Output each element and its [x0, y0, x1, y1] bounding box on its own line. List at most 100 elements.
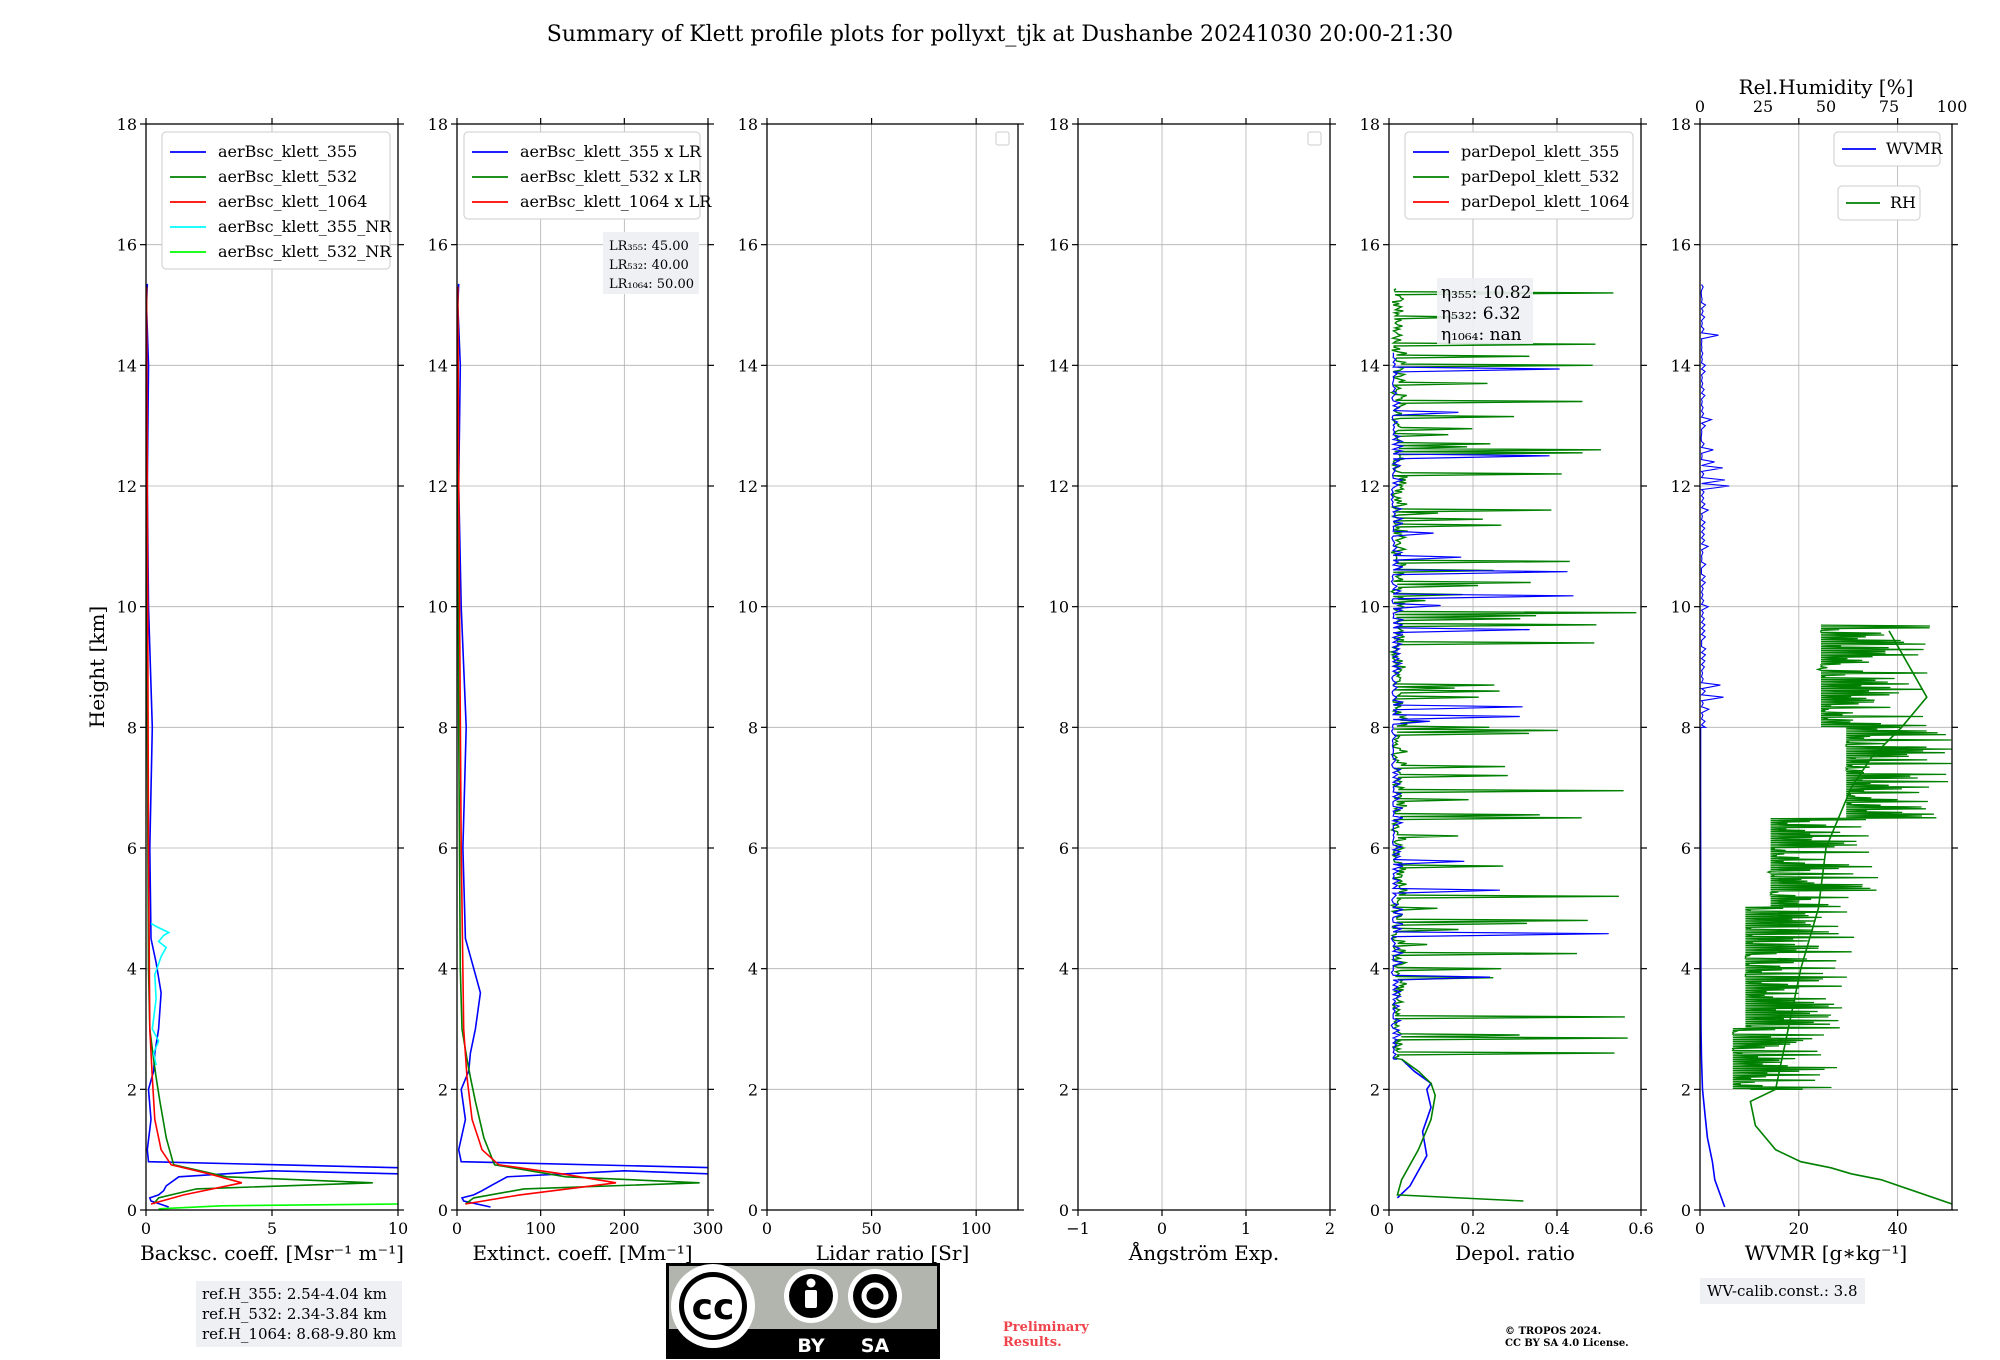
y-tick-label: 2: [438, 1080, 448, 1099]
y-tick-label: 16: [738, 236, 758, 255]
y-tick-label: 18: [1360, 115, 1380, 134]
y-tick-label: 14: [1360, 356, 1380, 375]
y-tick-label: 14: [1671, 356, 1691, 375]
y-tick-label: 6: [438, 839, 448, 858]
y-tick-label: 18: [1671, 115, 1691, 134]
x-tick-label: 0: [1384, 1219, 1394, 1238]
y-tick-label: 6: [1059, 839, 1069, 858]
y-tick-label: 16: [428, 236, 448, 255]
y-tick-label: 2: [748, 1080, 758, 1099]
y-tick-label: 18: [1049, 115, 1069, 134]
x-tick-label: 2: [1325, 1219, 1335, 1238]
y-tick-label: 6: [127, 839, 137, 858]
y-tick-label: 8: [1059, 718, 1069, 737]
legend-label: aerBsc_klett_1064 x LR: [520, 192, 712, 211]
top-x-tick-label: 25: [1753, 97, 1773, 116]
x-axis-label: WVMR [g∗kg⁻¹]: [1745, 1241, 1907, 1265]
series-line-parDepol_klett_355: [1396, 1058, 1433, 1199]
series-line-parDepol_klett_532: [1396, 1058, 1524, 1202]
panel-frame: [1699, 123, 1953, 1211]
y-tick-label: 4: [1681, 960, 1691, 979]
rh-noise: [1731, 624, 1952, 1090]
figure-title: Summary of Klett profile plots for polly…: [546, 22, 1454, 47]
eta-annotation-line: η₁₀₆₄: nan: [1441, 325, 1522, 345]
lr-annotation-line: LR₃₅₅: 45.00: [609, 239, 689, 254]
y-tick-label: 6: [1370, 839, 1380, 858]
x-tick-label: 0: [452, 1219, 462, 1238]
y-tick-label: 0: [127, 1201, 137, 1220]
panel-frame: [456, 123, 709, 1211]
panel-3: 0 2 4 6 8 10 12 14 16 18 0 50 100 Lidar ratio [Sr]: [738, 115, 1024, 1265]
ref-height-532: ref.H_532: 2.34-3.84 km: [202, 1305, 387, 1323]
copyright-line-1: © TROPOS 2024.: [1505, 1326, 1602, 1337]
wv-calibration-box: WV-calib.const.: 3.8: [1700, 1278, 1865, 1304]
panel-data: [146, 283, 398, 1210]
legend-label: parDepol_klett_532: [1461, 167, 1619, 186]
legend-label: aerBsc_klett_1064: [218, 192, 367, 211]
y-tick-label: 0: [1059, 1201, 1069, 1220]
top-x-tick-label: 100: [1937, 97, 1968, 116]
x-tick-label: 200: [609, 1219, 640, 1238]
panel-frame: [766, 123, 1019, 1211]
y-tick-label: 8: [438, 718, 448, 737]
cc-glyph: cc: [692, 1287, 735, 1328]
x-tick-label: 0: [1695, 1219, 1705, 1238]
y-tick-label: 16: [117, 236, 137, 255]
x-tick-label: 5: [267, 1219, 277, 1238]
empty-legend-box: [995, 131, 1010, 146]
y-tick-label: 4: [748, 960, 758, 979]
sa-recycle-icon: [853, 1274, 897, 1318]
y-tick-label: 12: [1049, 477, 1069, 496]
reference-heights-box: ref.H_355: 2.54-4.04 km ref.H_532: 2.34-…: [196, 1281, 403, 1347]
y-tick-label: 10: [738, 598, 758, 617]
y-axis-label: Height [km]: [85, 606, 109, 728]
y-tick-label: 10: [1360, 598, 1380, 617]
y-tick-label: 2: [127, 1080, 137, 1099]
by-body: [805, 1290, 817, 1308]
preliminary-line-2: Results.: [1003, 1335, 1062, 1350]
series-line-aerBsc_klett_355 x LR: [457, 283, 708, 1208]
x-axis-label: Extinct. coeff. [Mm⁻¹]: [472, 1241, 692, 1265]
y-tick-label: 16: [1360, 236, 1380, 255]
y-tick-label: 8: [1370, 718, 1380, 737]
y-tick-label: 18: [117, 115, 137, 134]
y-tick-label: 18: [738, 115, 758, 134]
x-tick-label: 0: [762, 1219, 772, 1238]
empty-legend-box: [1307, 131, 1322, 146]
x-tick-label: 0.2: [1460, 1219, 1485, 1238]
y-tick-label: 12: [1360, 477, 1380, 496]
x-axis-label: Ångström Exp.: [1128, 1240, 1279, 1265]
lr-annotation-line: LR₁₀₆₄: 50.00: [609, 277, 694, 292]
top-x-tick-label: 50: [1816, 97, 1836, 116]
x-axis-label: Depol. ratio: [1455, 1241, 1575, 1265]
top-x-tick-label: 0: [1695, 97, 1705, 116]
y-tick-label: 2: [1370, 1080, 1380, 1099]
y-tick-label: 8: [748, 718, 758, 737]
x-tick-label: 300: [693, 1219, 724, 1238]
y-tick-label: 8: [1681, 718, 1691, 737]
series-line-aerBsc_klett_1064: [146, 286, 243, 1205]
x-tick-label: 0: [1157, 1219, 1167, 1238]
y-tick-label: 4: [438, 960, 448, 979]
lr-annotation-box: [603, 232, 699, 294]
x-tick-label: 100: [525, 1219, 556, 1238]
legend-box: [161, 131, 391, 270]
x-tick-label: 10: [388, 1219, 408, 1238]
y-tick-label: 10: [117, 598, 137, 617]
y-tick-label: 0: [748, 1201, 758, 1220]
series-line-aerBsc_klett_1064 x LR: [457, 286, 617, 1205]
y-tick-label: 0: [438, 1201, 448, 1220]
y-tick-label: 14: [1049, 356, 1069, 375]
y-tick-label: 12: [738, 477, 758, 496]
series-line-aerBsc_klett_532: [146, 286, 373, 1205]
lr-annotation-line: LR₅₃₂: 40.00: [609, 258, 689, 273]
eta-annotation-box: [1437, 278, 1533, 344]
y-tick-label: 4: [1370, 960, 1380, 979]
legend-box: [463, 131, 701, 220]
panel-5: 0 2 4 6 8 10 12 14 16 18 0 0.2 0.4 0.6 Depol. ratio par…: [1360, 115, 1654, 1265]
panel-data: [1389, 288, 1637, 1202]
y-tick-label: 0: [1370, 1201, 1380, 1220]
y-tick-label: 12: [117, 477, 137, 496]
